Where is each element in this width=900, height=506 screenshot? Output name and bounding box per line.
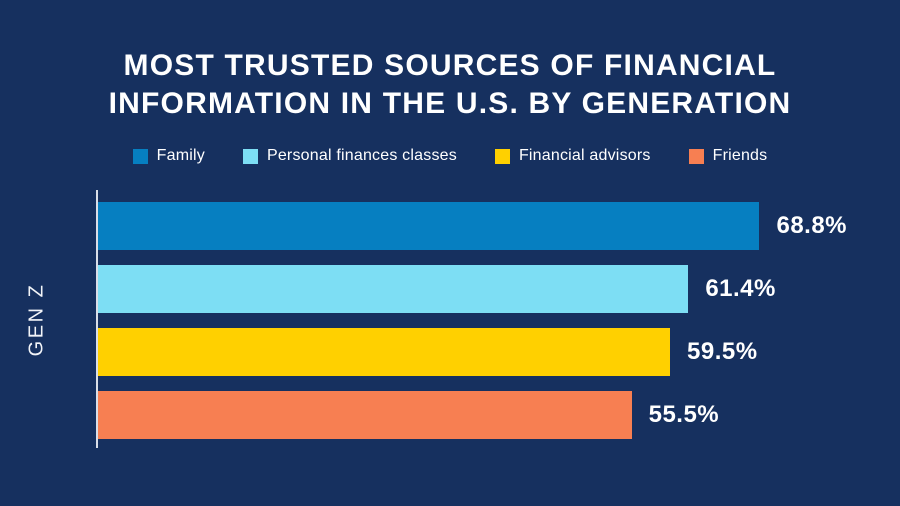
legend-swatch-personal-finances-classes	[242, 148, 258, 164]
legend-swatch-family	[132, 148, 148, 164]
legend-swatch-friends	[688, 148, 704, 164]
bar-value-family: 68.8%	[776, 212, 848, 239]
legend-label-family: Family	[156, 147, 205, 164]
bar-personal-finances-classes	[98, 265, 689, 313]
chart-title: MOST TRUSTED SOURCES OF FINANCIAL INFORM…	[0, 47, 900, 123]
bar-family	[98, 202, 760, 250]
legend: Family Personal finances classes Financi…	[0, 147, 900, 165]
y-axis-label-wrap: GEN Z	[6, 190, 68, 448]
chart-title-line-2: INFORMATION IN THE U.S. BY GENERATION	[108, 87, 792, 120]
legend-item-friends: Friends	[688, 147, 768, 165]
legend-item-personal-finances-classes: Personal finances classes	[242, 147, 457, 165]
bar-friends	[98, 391, 632, 439]
legend-item-financial-advisors: Financial advisors	[494, 147, 651, 165]
legend-item-family: Family	[132, 147, 205, 165]
chart-title-line-1: MOST TRUSTED SOURCES OF FINANCIAL	[123, 49, 777, 82]
plot-area: 68.8% 61.4% 59.5% 55.5%	[96, 190, 896, 448]
legend-label-personal-finances-classes: Personal finances classes	[266, 147, 457, 164]
bar-value-financial-advisors: 59.5%	[687, 338, 758, 365]
y-axis-group-label: GEN Z	[25, 282, 48, 356]
bar-row-family: 68.8%	[98, 202, 896, 250]
bar-row-financial-advisors: 59.5%	[98, 328, 896, 376]
legend-swatch-financial-advisors	[494, 148, 510, 164]
bar-row-friends: 55.5%	[98, 391, 896, 439]
legend-label-friends: Friends	[712, 147, 768, 164]
bar-row-personal-finances-classes: 61.4%	[98, 265, 896, 313]
legend-label-financial-advisors: Financial advisors	[518, 147, 651, 164]
bar-value-friends: 55.5%	[648, 401, 720, 428]
bar-value-personal-finances-classes: 61.4%	[705, 275, 776, 302]
bar-financial-advisors	[98, 328, 671, 376]
